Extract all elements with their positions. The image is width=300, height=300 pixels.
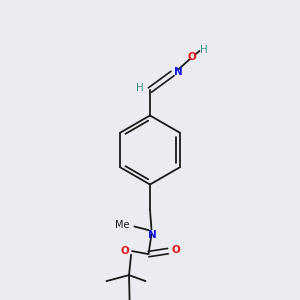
Text: O: O <box>120 245 129 256</box>
Text: H: H <box>200 45 208 56</box>
Text: Me: Me <box>115 220 129 230</box>
Text: N: N <box>174 67 183 77</box>
Text: O: O <box>172 245 180 255</box>
Text: O: O <box>188 52 196 62</box>
Text: N: N <box>148 230 157 240</box>
Text: H: H <box>136 82 143 93</box>
